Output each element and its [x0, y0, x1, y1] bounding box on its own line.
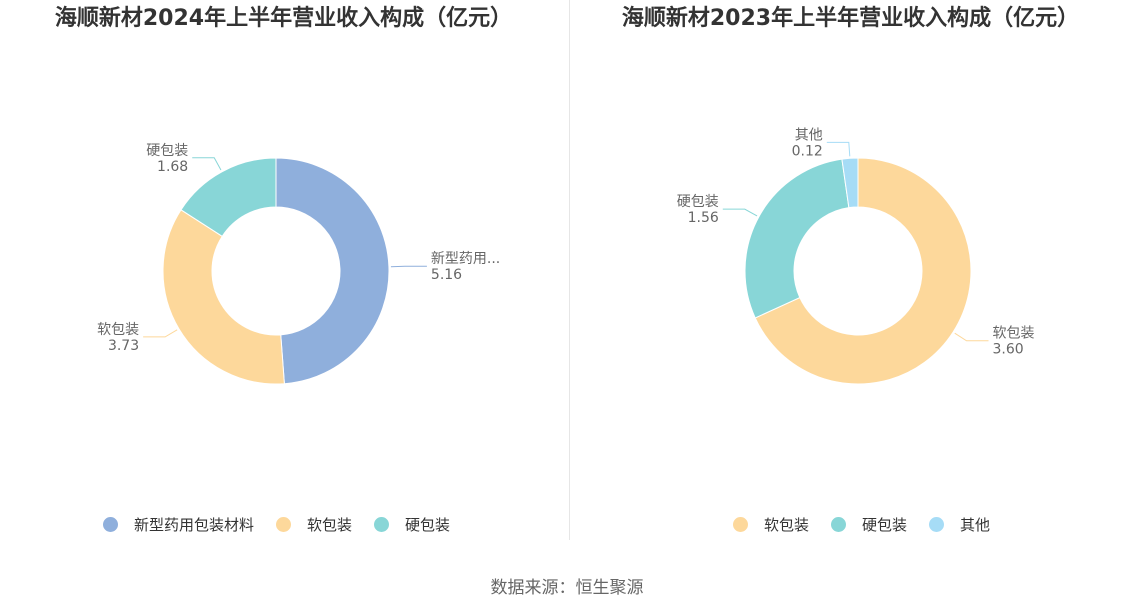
legend-item[interactable]: 硬包装 [374, 514, 450, 535]
slice-label: 新型药用... [431, 251, 500, 267]
donut-slice[interactable] [275, 157, 390, 385]
legend-2024: 新型药用包装材料 软包装 硬包装 [103, 512, 450, 536]
legend-item[interactable]: 硬包装 [831, 514, 907, 535]
slice-value-label: 3.60 [993, 342, 1024, 358]
leader-line [390, 265, 427, 268]
legend-label: 软包装 [764, 515, 810, 534]
slice-value-label: 1.68 [157, 159, 188, 175]
donut-slice[interactable] [162, 209, 285, 385]
legend-item[interactable]: 新型药用包装材料 [103, 514, 254, 535]
legend-dot [831, 516, 847, 532]
chart-divider [569, 0, 570, 540]
leader-line [192, 157, 222, 171]
legend-label: 其他 [960, 515, 991, 534]
leader-line [143, 329, 178, 338]
legend-label: 软包装 [307, 515, 353, 534]
legend-dot [374, 516, 390, 532]
donut-slice[interactable] [180, 157, 277, 238]
data-source: 数据来源：恒生聚源 [490, 578, 644, 598]
leader-line [826, 141, 851, 157]
legend-dot [929, 516, 945, 532]
legend-dot [103, 516, 118, 532]
slice-label: 硬包装 [146, 143, 188, 159]
slice-label: 硬包装 [677, 194, 719, 210]
legend-dot [276, 516, 292, 532]
slice-value-label: 0.12 [792, 143, 823, 159]
legend-dot [733, 516, 748, 532]
slice-value-label: 5.16 [431, 267, 462, 283]
legend-2023: 软包装 硬包装 其他 [733, 512, 990, 536]
legend-item[interactable]: 软包装 [733, 514, 809, 535]
legend-item[interactable]: 软包装 [276, 514, 352, 535]
chart-title-2024: 海顺新材2024年上半年营业收入构成（亿元） [54, 6, 513, 31]
slice-label: 软包装 [993, 326, 1035, 342]
legend-item[interactable]: 其他 [929, 514, 990, 535]
chart-title-2023: 海顺新材2023年上半年营业收入构成（亿元） [621, 6, 1080, 31]
leader-line [722, 208, 758, 217]
donut-slice[interactable] [841, 157, 859, 209]
slice-label: 其他 [795, 127, 823, 143]
legend-label: 硬包装 [862, 515, 908, 534]
slice-value-label: 3.73 [108, 338, 139, 354]
donut-slice[interactable] [754, 157, 972, 385]
legend-label: 硬包装 [405, 515, 451, 534]
donut-slice[interactable] [744, 158, 850, 319]
slice-value-label: 1.56 [688, 210, 719, 226]
slice-label: 软包装 [97, 322, 139, 338]
leader-line [954, 332, 989, 342]
legend-label: 新型药用包装材料 [134, 515, 255, 534]
